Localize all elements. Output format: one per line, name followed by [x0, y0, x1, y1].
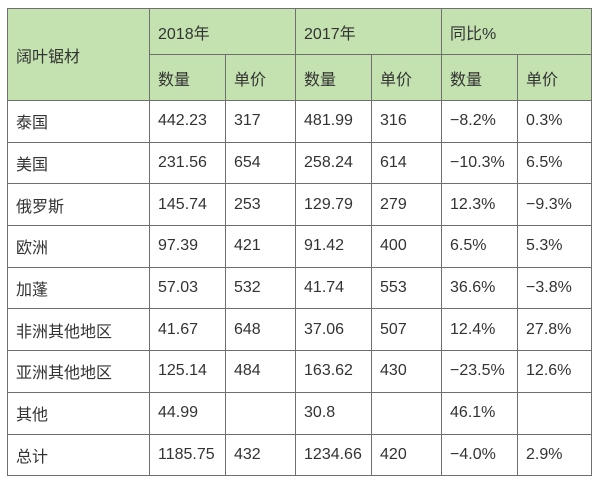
header-yoy-unit-price: 单价 — [517, 54, 593, 101]
cell-unit-price-2018: 421 — [224, 225, 297, 268]
cell-unit-price-2017: 507 — [371, 308, 443, 352]
cell-unit-price-2018: 317 — [224, 100, 297, 143]
cell-unit-price-2017: 430 — [371, 350, 443, 393]
cell-quantity-2018: 97.39 — [149, 225, 226, 268]
cell-unit-price-2018 — [224, 391, 297, 435]
cell-yoy-unit-price: 6.5% — [517, 141, 593, 185]
table-row: 非洲其他地区 41.67 648 37.06 507 12.4% 27.8% — [7, 308, 593, 352]
cell-yoy-quantity: 46.1% — [441, 391, 519, 435]
table-row: 其他 44.99 30.8 46.1% — [7, 391, 593, 435]
cell-quantity-2017: 91.42 — [295, 225, 373, 268]
cell-unit-price-2017: 614 — [371, 141, 443, 185]
cell-unit-price-2018: 648 — [224, 308, 297, 352]
cell-yoy-unit-price: 5.3% — [517, 225, 593, 268]
header-yoy-quantity: 数量 — [441, 54, 519, 101]
table-body: 泰国 442.23 317 481.99 316 −8.2% 0.3% 美国 231.56 654… — [7, 100, 593, 477]
cell-row-name: 俄罗斯 — [7, 183, 150, 227]
cell-quantity-2018: 145.74 — [149, 183, 226, 227]
cell-unit-price-2018: 654 — [224, 141, 297, 185]
table-row: 泰国 442.23 317 481.99 316 −8.2% 0.3% — [7, 100, 593, 143]
table-row: 俄罗斯 145.74 253 129.79 279 12.3% −9.3% — [7, 183, 593, 227]
header-row-years: 阔叶锯材 2018年 2017年 同比% — [7, 8, 593, 101]
cell-unit-price-2017: 553 — [371, 266, 443, 310]
cell-yoy-unit-price: 2.9% — [517, 433, 593, 477]
cell-quantity-2018: 231.56 — [149, 141, 226, 185]
cell-quantity-2017: 258.24 — [295, 141, 373, 185]
cell-row-name: 欧洲 — [7, 225, 150, 268]
cell-unit-price-2017: 316 — [371, 100, 443, 143]
cell-quantity-2017: 37.06 — [295, 308, 373, 352]
header-2017: 2017年 — [295, 8, 443, 55]
cell-row-name: 总计 — [7, 433, 150, 477]
cell-row-name: 美国 — [7, 141, 150, 185]
header-row-metrics: 数量 单价 数量 单价 数量 单价 — [8, 54, 593, 101]
cell-yoy-quantity: 12.3% — [441, 183, 519, 227]
cell-quantity-2018: 41.67 — [149, 308, 226, 352]
cell-quantity-2017: 129.79 — [295, 183, 373, 227]
cell-quantity-2018: 442.23 — [149, 100, 226, 143]
cell-yoy-quantity: −4.0% — [441, 433, 519, 477]
cell-yoy-quantity: −8.2% — [441, 100, 519, 143]
cell-quantity-2017: 41.74 — [295, 266, 373, 310]
table-header: 阔叶锯材 2018年 2017年 同比% 数量 单价 数量 单价 数量 单价 — [7, 8, 593, 101]
cell-yoy-unit-price: −3.8% — [517, 266, 593, 310]
header-2017-unit-price: 单价 — [371, 54, 443, 101]
cell-unit-price-2017: 420 — [371, 433, 443, 477]
header-yoy: 同比% — [441, 8, 593, 55]
cell-unit-price-2018: 532 — [224, 266, 297, 310]
cell-yoy-quantity: 12.4% — [441, 308, 519, 352]
cell-row-name: 泰国 — [7, 100, 150, 143]
header-2018-quantity: 数量 — [149, 54, 226, 101]
table-row: 加蓬 57.03 532 41.74 553 36.6% −3.8% — [7, 266, 593, 310]
cell-quantity-2018: 57.03 — [149, 266, 226, 310]
header-2018-unit-price: 单价 — [224, 54, 297, 101]
cell-quantity-2018: 1185.75 — [149, 433, 226, 477]
cell-yoy-unit-price: 0.3% — [517, 100, 593, 143]
cell-quantity-2017: 30.8 — [295, 391, 373, 435]
header-2018: 2018年 — [148, 8, 297, 55]
header-2017-quantity: 数量 — [295, 54, 373, 101]
cell-yoy-unit-price: 12.6% — [517, 350, 593, 393]
cell-unit-price-2017: 400 — [371, 225, 443, 268]
cell-unit-price-2017 — [371, 391, 443, 435]
cell-quantity-2017: 163.62 — [295, 350, 373, 393]
cell-quantity-2017: 481.99 — [295, 100, 373, 143]
cell-quantity-2018: 44.99 — [149, 391, 226, 435]
cell-yoy-unit-price — [517, 391, 593, 435]
cell-row-name: 加蓬 — [7, 266, 150, 310]
table-row: 总计 1185.75 432 1234.66 420 −4.0% 2.9% — [7, 433, 593, 477]
lumber-import-table: 阔叶锯材 2018年 2017年 同比% 数量 单价 数量 单价 数量 单价 泰… — [7, 8, 593, 477]
cell-row-name: 亚洲其他地区 — [7, 350, 150, 393]
cell-yoy-unit-price: 27.8% — [517, 308, 593, 352]
table-row: 美国 231.56 654 258.24 614 −10.3% 6.5% — [7, 141, 593, 185]
cell-yoy-quantity: −23.5% — [441, 350, 519, 393]
cell-quantity-2017: 1234.66 — [295, 433, 373, 477]
table-row: 亚洲其他地区 125.14 484 163.62 430 −23.5% 12.6% — [7, 350, 593, 393]
cell-yoy-quantity: −10.3% — [441, 141, 519, 185]
cell-yoy-quantity: 6.5% — [441, 225, 519, 268]
cell-unit-price-2018: 432 — [224, 433, 297, 477]
header-corner: 阔叶锯材 — [7, 8, 150, 101]
cell-unit-price-2018: 484 — [224, 350, 297, 393]
cell-yoy-quantity: 36.6% — [441, 266, 519, 310]
cell-row-name: 其他 — [7, 391, 150, 435]
table-row: 欧洲 97.39 421 91.42 400 6.5% 5.3% — [7, 225, 593, 268]
cell-quantity-2018: 125.14 — [149, 350, 226, 393]
cell-unit-price-2017: 279 — [371, 183, 443, 227]
cell-row-name: 非洲其他地区 — [7, 308, 150, 352]
cell-yoy-unit-price: −9.3% — [517, 183, 593, 227]
cell-unit-price-2018: 253 — [224, 183, 297, 227]
